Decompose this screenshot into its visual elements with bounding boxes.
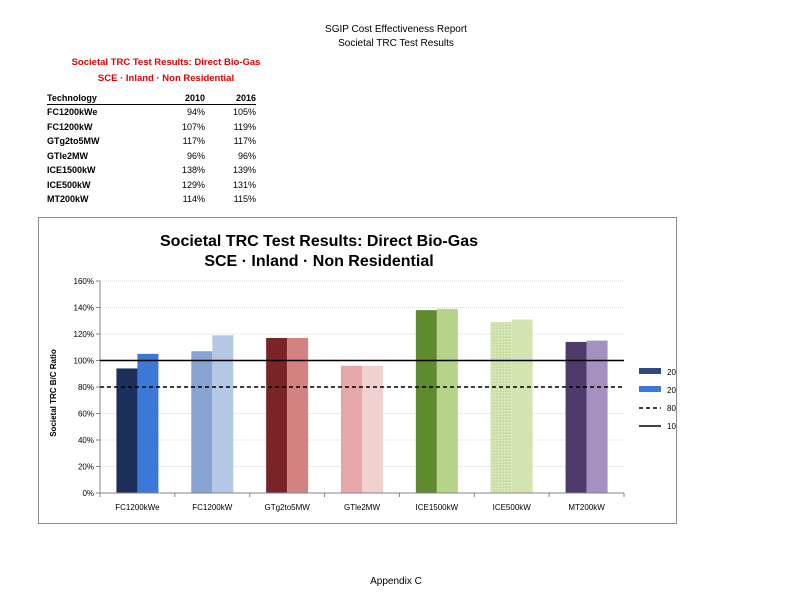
- cell-2010: 129%: [181, 179, 205, 190]
- table-title-line2: SCE · Inland · Non Residential: [97, 73, 235, 84]
- bar-2016-GTg2to5MW: [287, 337, 309, 493]
- y-tick-label: 80%: [78, 383, 94, 392]
- bar-chart: Societal TRC Test Results: Direct Bio-Ga…: [49, 233, 687, 512]
- y-tick-label: 20%: [78, 463, 94, 472]
- y-tick-label: 160%: [74, 277, 94, 286]
- y-tick-label: 100%: [74, 357, 94, 366]
- cell-2010: 114%: [182, 194, 205, 205]
- x-tick-label: FC1200kWe: [115, 503, 160, 512]
- cell-2010: 96%: [186, 150, 205, 161]
- header-2016: 2016: [205, 91, 256, 105]
- legend-label: 80%: [667, 404, 676, 413]
- x-tick-label: ICE1500kW: [416, 503, 459, 512]
- table-row: GTg2to5MW 117% 117%: [47, 134, 256, 149]
- bar-2010-ICE1500kW: [415, 310, 437, 493]
- bar-2016-MT200kW: [586, 340, 608, 493]
- cell-2010: 117%: [182, 136, 205, 147]
- bar-2016-FC1200kWe: [137, 353, 159, 493]
- plot-area: 0% 20% 40% 60% 80% 100% 120% 140% 160% FC1200kWe F…: [74, 277, 625, 512]
- cell-2016: 105%: [232, 107, 256, 118]
- bar-2016-GTle2MW: [362, 365, 383, 493]
- x-tick-label: FC1200kW: [192, 503, 232, 512]
- cell-technology: FC1200kWe: [47, 107, 98, 118]
- bar-2010-GTg2to5MW: [266, 337, 288, 493]
- chart-frame: Societal TRC Test Results: Direct Bio-Ga…: [38, 217, 687, 524]
- legend: 2010 2016 80% 100%: [639, 368, 687, 431]
- legend-label: 2016: [667, 386, 676, 395]
- y-tick-label: 120%: [74, 330, 94, 339]
- x-tick-label: GTg2to5MW: [264, 503, 310, 512]
- y-tick-label: 60%: [78, 410, 94, 419]
- legend-label: 100%: [667, 422, 676, 431]
- cell-2016: 117%: [233, 136, 256, 147]
- cell-2016: 96%: [237, 150, 256, 161]
- bar-2010-ICE500kW: [490, 322, 512, 493]
- chart-title: Societal TRC Test Results: Direct Bio-Ga…: [160, 233, 478, 250]
- cell-2010: 107%: [181, 121, 205, 132]
- cell-2010: 94%: [186, 107, 205, 118]
- table-header-row: Technology 2010 2016: [47, 91, 256, 105]
- bar-2016-FC1200kW: [212, 335, 234, 493]
- y-tick-label: 140%: [74, 304, 94, 313]
- bar-2016-ICE500kW: [511, 319, 533, 493]
- legend-swatch-2010: [639, 368, 661, 374]
- table-row: ICE1500kW 138% 139%: [47, 163, 256, 178]
- cell-technology: ICE1500kW: [47, 165, 96, 176]
- cell-2010: 138%: [181, 165, 205, 176]
- y-axis-label: Societal TRC B/C Ratio: [49, 349, 58, 437]
- table-row: ICE500kW 129% 131%: [47, 178, 256, 193]
- table-row: FC1200kW 107% 119%: [47, 120, 256, 135]
- y-tick-label: 40%: [78, 436, 94, 445]
- table-row: FC1200kWe 94% 105%: [47, 105, 256, 120]
- bar-2016-ICE1500kW: [436, 308, 458, 493]
- table-title-line1: Societal TRC Test Results: Direct Bio-Ga…: [71, 57, 261, 68]
- legend-label: 2010: [667, 368, 676, 377]
- y-tick-label: 0%: [82, 489, 94, 498]
- bar-2010-FC1200kWe: [116, 368, 138, 493]
- bar-2010-GTle2MW: [341, 365, 362, 493]
- table-row: GTle2MW 96% 96%: [47, 149, 256, 164]
- cell-technology: MT200kW: [47, 194, 89, 205]
- legend-swatch-2016: [639, 386, 661, 392]
- cell-technology: GTle2MW: [47, 150, 89, 161]
- report-subtitle: Societal TRC Test Results: [338, 38, 454, 49]
- report-title: SGIP Cost Effectiveness Report: [325, 24, 467, 35]
- table-row: MT200kW 114% 115%: [47, 192, 256, 207]
- cell-technology: FC1200kW: [47, 121, 93, 132]
- cell-technology: GTg2to5MW: [47, 136, 100, 147]
- cell-2016: 139%: [232, 165, 256, 176]
- bar-2010-FC1200kW: [191, 351, 213, 493]
- chart-subtitle: SCE · Inland · Non Residential: [204, 253, 433, 270]
- header-2010: 2010: [147, 91, 205, 105]
- page-footer: Appendix C: [370, 576, 422, 587]
- results-table: Technology 2010 2016 FC1200kWe 94% 105% …: [47, 91, 256, 207]
- x-tick-label: ICE500kW: [493, 503, 532, 512]
- x-tick-label: MT200kW: [568, 503, 605, 512]
- cell-2016: 119%: [233, 121, 256, 132]
- x-tick-label: GTle2MW: [344, 503, 380, 512]
- cell-2016: 131%: [232, 179, 256, 190]
- cell-2016: 115%: [233, 194, 256, 205]
- bar-2010-MT200kW: [565, 341, 587, 493]
- cell-technology: ICE500kW: [47, 179, 91, 190]
- header-technology: Technology: [47, 91, 147, 105]
